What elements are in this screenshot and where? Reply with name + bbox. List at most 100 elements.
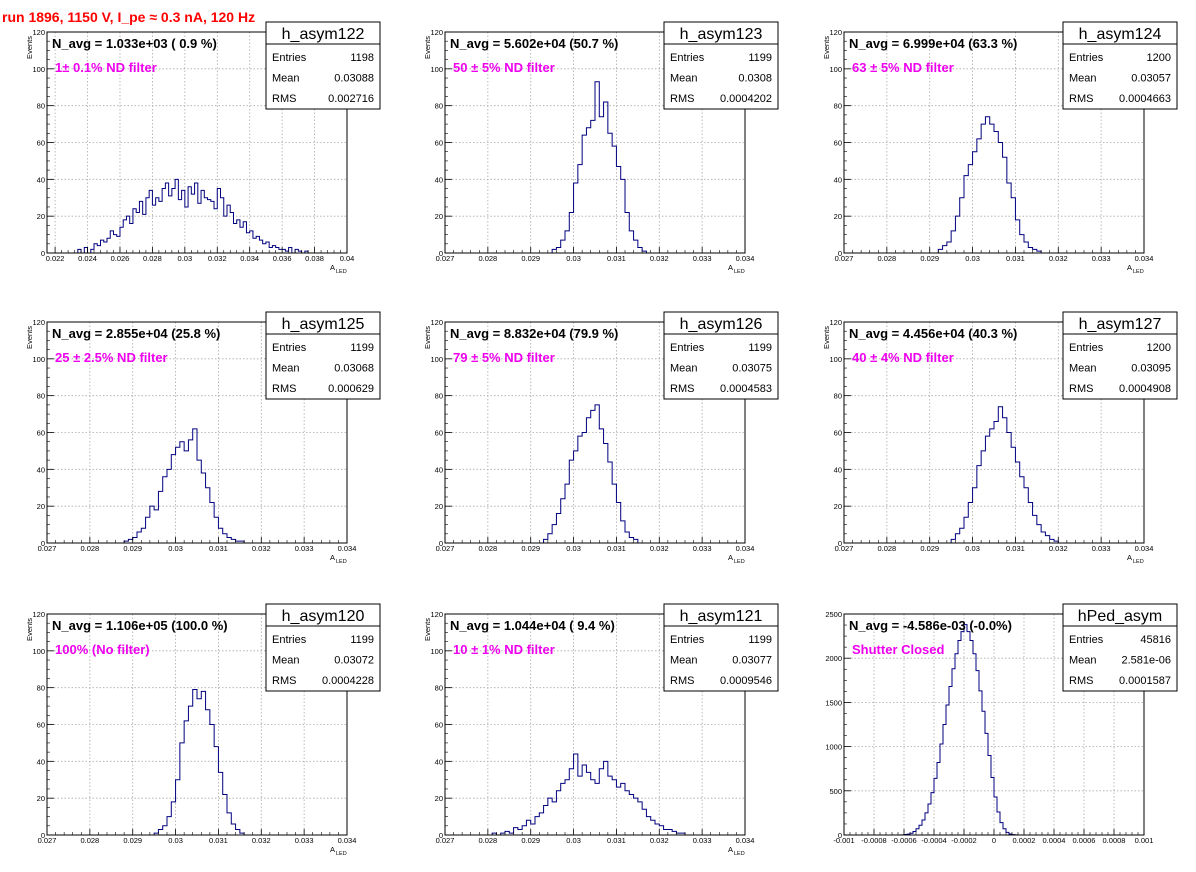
stats-key: Mean xyxy=(1069,73,1097,85)
histogram-bin xyxy=(556,247,560,253)
stats-title: h_asym124 xyxy=(1079,26,1162,43)
x-tick-label: 0.032 xyxy=(208,254,227,263)
histogram-bin xyxy=(990,124,994,253)
histogram-bin xyxy=(604,102,608,253)
x-axis-label: A xyxy=(330,553,335,562)
histogram-bin xyxy=(981,451,985,543)
x-tick-label: 0.028 xyxy=(478,544,497,553)
y-tick-label: 100 xyxy=(32,65,45,74)
stats-key: Mean xyxy=(670,73,698,85)
y-axis-label: Events xyxy=(25,618,34,641)
y-tick-label: 100 xyxy=(829,65,842,74)
histogram-plot: 0.027 0.028 0.029 0.03 0.031 0.032 0.033 0.034 0… xyxy=(423,311,779,565)
x-axis-label: A xyxy=(728,263,733,272)
histogram-bin xyxy=(227,537,231,543)
stats-value: 0.0001587 xyxy=(1119,675,1171,687)
y-tick-label: 40 xyxy=(435,757,443,766)
stats-key: RMS xyxy=(1069,93,1093,105)
histogram-bin xyxy=(955,654,958,835)
histogram-bin xyxy=(574,754,578,835)
x-tick-label: 0.031 xyxy=(1006,544,1025,553)
histogram-bin xyxy=(947,242,951,253)
n-avg-label: N_avg = -4.586e-03 (-0.0%) xyxy=(849,618,1012,633)
histogram-bin xyxy=(191,194,194,253)
histogram-bin xyxy=(544,539,548,543)
histogram-bin xyxy=(214,517,218,543)
histogram-bin xyxy=(561,240,565,253)
histogram-bin xyxy=(188,706,192,835)
histogram-bin xyxy=(578,436,582,543)
histogram-panel-h_asym124: 0.027 0.028 0.029 0.03 0.031 0.032 0.033 0.034 0… xyxy=(797,0,1195,290)
histogram-bin xyxy=(561,499,565,543)
run-info-header: run 1896, 1150 V, I_pe ≈ 0.3 nA, 120 Hz xyxy=(2,9,256,25)
histogram-bin xyxy=(188,440,192,543)
stats-value: 1199 xyxy=(748,52,772,64)
stats-box xyxy=(1062,311,1178,400)
histogram-bin xyxy=(977,466,981,543)
y-tick-label: 20 xyxy=(37,794,45,803)
histogram-bin xyxy=(210,502,214,543)
filter-label: 10 ± 1% ND filter xyxy=(453,642,555,657)
histogram-plot: 0.027 0.028 0.029 0.03 0.031 0.032 0.033 0.034 0… xyxy=(423,21,779,275)
histogram-bin xyxy=(565,780,569,835)
filter-label: 40 ± 4% ND filter xyxy=(852,350,954,365)
stats-key: Mean xyxy=(670,655,698,667)
histogram-bin xyxy=(1015,462,1019,543)
histogram-bin xyxy=(180,743,184,835)
filter-label: Shutter Closed xyxy=(852,642,945,657)
x-tick-label: 0.027 xyxy=(436,254,455,263)
x-tick-label: 0.029 xyxy=(920,544,939,553)
stats-box xyxy=(1062,21,1178,110)
stats-value: 0.0004228 xyxy=(322,675,374,687)
y-tick-label: 2500 xyxy=(825,610,842,619)
stats-key: Entries xyxy=(272,52,307,64)
histogram-line xyxy=(491,753,686,836)
histogram-bin xyxy=(973,488,977,543)
stats-key: Entries xyxy=(1069,52,1104,64)
histogram-bin xyxy=(973,654,976,835)
stats-value: 1200 xyxy=(1147,342,1171,354)
stats-key: Mean xyxy=(1069,655,1097,667)
histogram-bin xyxy=(535,817,539,835)
histogram-bin xyxy=(595,405,599,543)
stats-key: Entries xyxy=(272,342,307,354)
x-tick-label: 0.03 xyxy=(178,254,193,263)
x-tick-label: 0.028 xyxy=(80,544,99,553)
stats-key: Entries xyxy=(1069,634,1104,646)
stats-key: RMS xyxy=(272,675,296,687)
stats-value: 0.000629 xyxy=(328,383,374,395)
histogram-bin xyxy=(968,165,972,253)
histogram-bin xyxy=(565,231,569,253)
histogram-bin xyxy=(253,238,256,253)
x-tick-label: 0.033 xyxy=(693,254,712,263)
histogram-bin xyxy=(206,710,210,835)
histogram-bin xyxy=(659,826,663,835)
x-axis-label: A xyxy=(330,263,335,272)
stats-key: Mean xyxy=(670,363,698,375)
histogram-bin xyxy=(591,780,595,835)
histogram-bin xyxy=(176,780,180,835)
x-tick-label: 0.029 xyxy=(123,544,142,553)
histogram-bin xyxy=(172,189,175,253)
stats-value: 45816 xyxy=(1140,634,1171,646)
histogram-bin xyxy=(621,521,625,543)
histogram-bin xyxy=(193,429,197,543)
x-tick-label: 0.032 xyxy=(1049,254,1068,263)
histogram-bin xyxy=(629,537,633,543)
stats-value: 0.03075 xyxy=(732,363,772,375)
histogram-bin xyxy=(113,235,116,253)
x-tick-label: 0.034 xyxy=(338,836,357,845)
x-tick-label: 0.0002 xyxy=(1013,836,1036,845)
histogram-plot: 0.027 0.028 0.029 0.03 0.031 0.032 0.033 0.034 0… xyxy=(25,603,381,857)
x-axis-label-subscript: LED xyxy=(734,559,745,565)
x-tick-label: 0.031 xyxy=(209,836,228,845)
x-axis-label: A xyxy=(1127,263,1132,272)
histogram-bin xyxy=(591,410,595,543)
histogram-bin xyxy=(591,120,595,253)
histogram-bin xyxy=(967,632,970,835)
y-tick-label: 60 xyxy=(37,139,45,148)
histogram-bin xyxy=(133,537,137,543)
histogram-bin xyxy=(218,772,222,835)
histogram-bin xyxy=(977,139,981,253)
histogram-bin xyxy=(629,794,633,835)
